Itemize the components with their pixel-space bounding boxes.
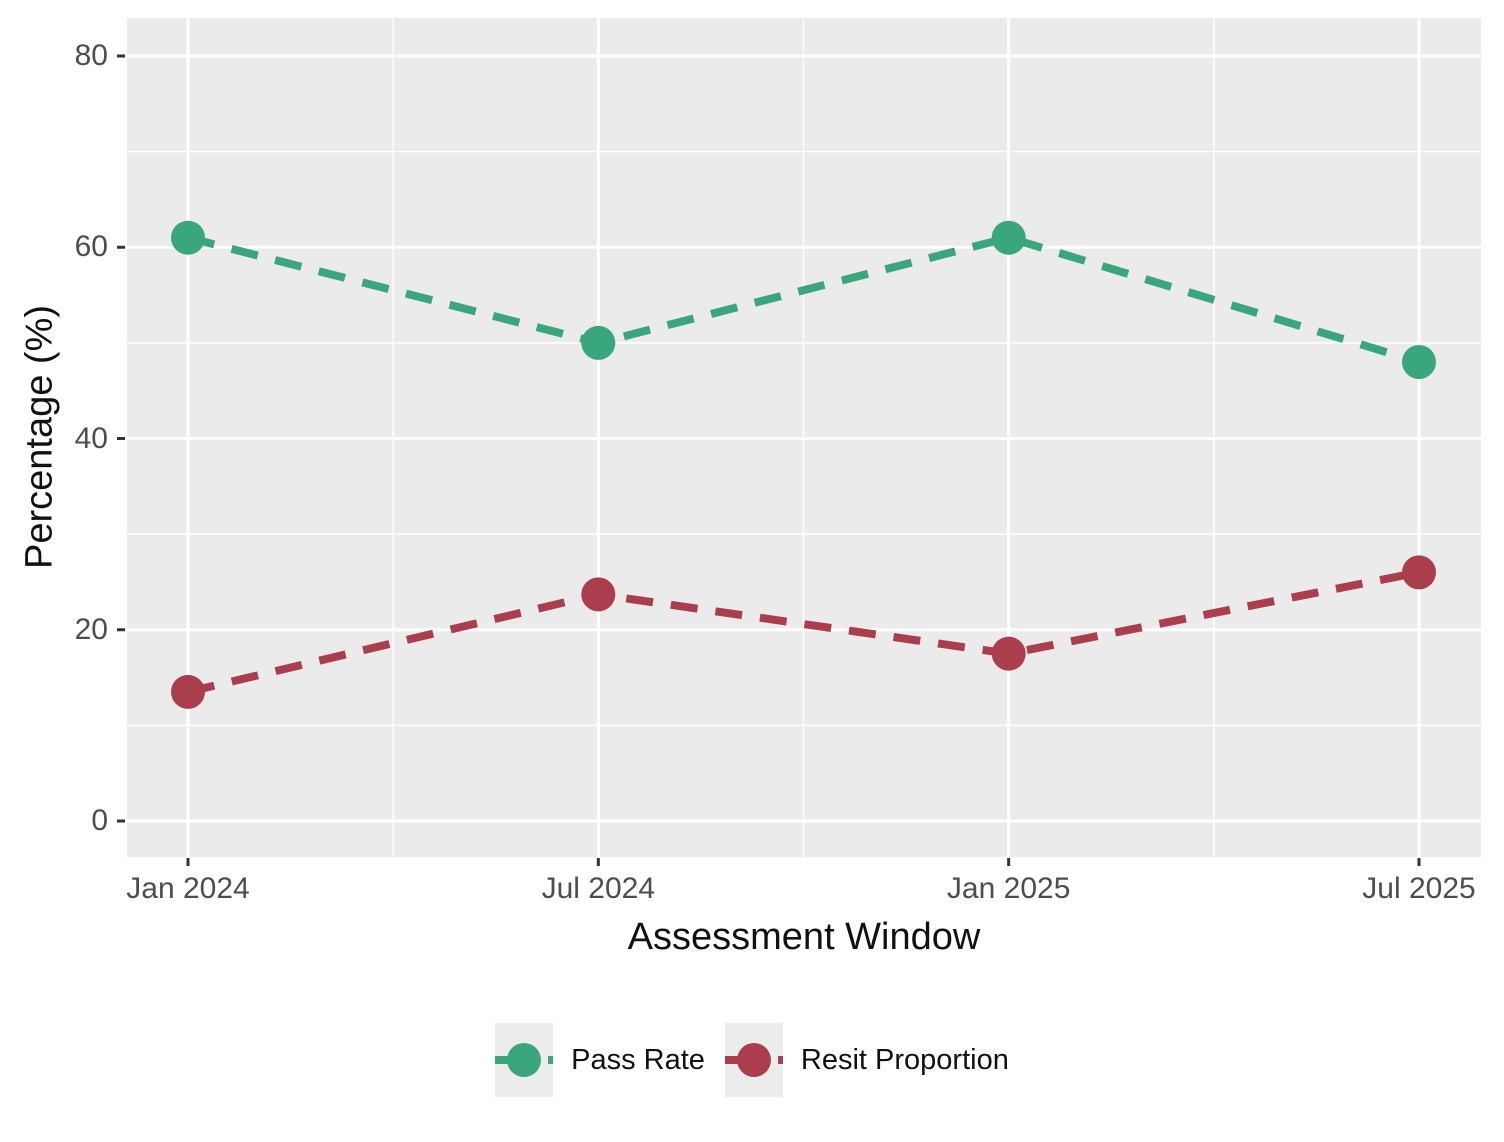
legend-point-icon bbox=[507, 1043, 542, 1077]
data-point bbox=[581, 577, 616, 612]
x-tick-label: Jul 2024 bbox=[541, 872, 656, 905]
x-axis-title: Assessment Window bbox=[627, 916, 981, 958]
x-tick-label: Jul 2025 bbox=[1362, 872, 1476, 905]
legend-line-icon bbox=[777, 1056, 783, 1064]
legend-item-resit-proportion: Resit Proportion bbox=[724, 1023, 1009, 1097]
legend-item-pass-rate: Pass Rate bbox=[495, 1023, 705, 1097]
y-tick-label: 0 bbox=[91, 804, 108, 837]
legend-key-pass-rate bbox=[495, 1023, 554, 1097]
series-line bbox=[187, 568, 1420, 696]
legend-point-icon bbox=[736, 1043, 771, 1077]
legend: Pass Rate Resit Proportion bbox=[0, 1023, 1504, 1097]
x-tick-label: Jan 2024 bbox=[126, 872, 250, 905]
data-point bbox=[1402, 555, 1436, 590]
legend-line-icon bbox=[495, 1056, 517, 1064]
y-tick-label: 80 bbox=[74, 39, 108, 72]
data-point bbox=[581, 325, 616, 360]
legend-line-icon bbox=[548, 1056, 554, 1064]
legend-label-resit-proportion: Resit Proportion bbox=[800, 1043, 1009, 1076]
legend-line-icon bbox=[724, 1056, 746, 1064]
data-point bbox=[991, 220, 1026, 255]
legend-label-pass-rate: Pass Rate bbox=[571, 1043, 705, 1076]
data-point bbox=[1402, 345, 1436, 379]
x-tick-label: Jan 2025 bbox=[946, 872, 1071, 905]
y-tick-label: 20 bbox=[74, 612, 108, 646]
data-point bbox=[171, 674, 205, 709]
data-point bbox=[171, 220, 205, 255]
y-tick-label: 40 bbox=[74, 421, 108, 455]
legend-key-resit-proportion bbox=[724, 1023, 783, 1097]
data-point bbox=[991, 636, 1026, 671]
series-line bbox=[187, 233, 1421, 366]
y-tick-label: 60 bbox=[74, 230, 108, 264]
